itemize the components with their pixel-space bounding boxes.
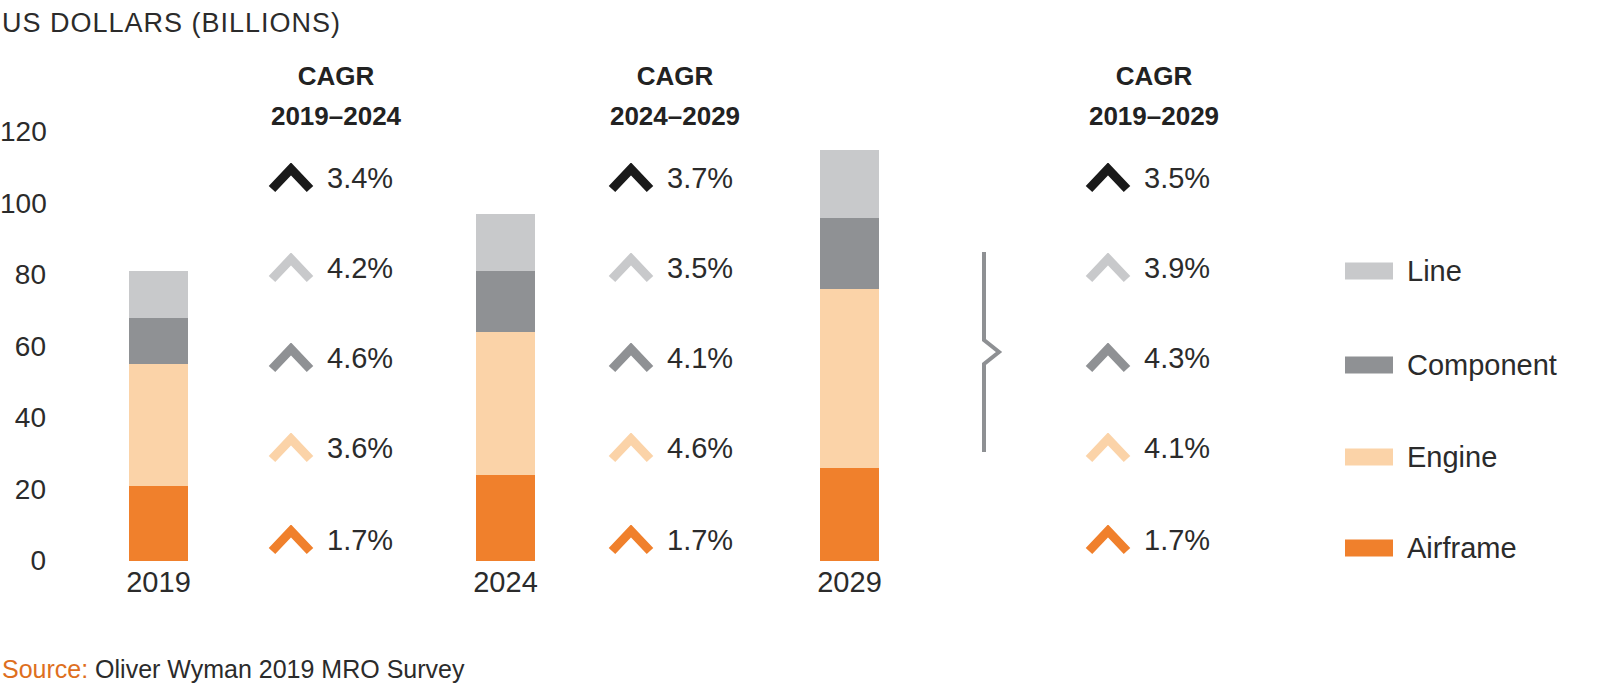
chevron-up-icon [1085, 163, 1131, 193]
bar-segment-engine-2024 [476, 332, 535, 475]
bar-segment-line-2019 [129, 271, 188, 317]
cagr-row-airframe: 1.7% [608, 524, 733, 556]
legend-label: Line [1407, 255, 1462, 288]
cagr-header-line2: 2024–2029 [545, 96, 805, 136]
bar-segment-airframe-2019 [129, 486, 188, 561]
source-line: Source: Oliver Wyman 2019 MRO Survey [2, 655, 464, 684]
cagr-row-engine: 4.1% [1085, 432, 1210, 464]
cagr-value: 4.6% [327, 342, 393, 375]
cagr-header-line1: CAGR [206, 56, 466, 96]
cagr-row-total: 3.5% [1085, 162, 1210, 194]
legend-item-line: Line [1345, 255, 1462, 288]
chevron-up-icon [1085, 525, 1131, 555]
legend-swatch [1345, 357, 1393, 374]
x-category-label: 2029 [817, 566, 882, 599]
brace-bracket-icon [960, 240, 1020, 470]
chevron-up-icon [268, 525, 314, 555]
chevron-up-icon [268, 433, 314, 463]
cagr-value: 3.9% [1144, 252, 1210, 285]
bar-segment-component-2024 [476, 271, 535, 332]
cagr-header-line2: 2019–2024 [206, 96, 466, 136]
chevron-up-icon [608, 163, 654, 193]
y-tick-label: 100 [0, 188, 46, 220]
cagr-row-line: 3.5% [608, 252, 733, 284]
cagr-value: 3.7% [667, 162, 733, 195]
chevron-up-icon [1085, 253, 1131, 283]
cagr-row-line: 4.2% [268, 252, 393, 284]
chevron-up-icon [268, 253, 314, 283]
chevron-up-icon [608, 525, 654, 555]
cagr-value: 3.4% [327, 162, 393, 195]
cagr-value: 1.7% [327, 524, 393, 557]
cagr-value: 3.5% [667, 252, 733, 285]
cagr-row-total: 3.7% [608, 162, 733, 194]
bar-segment-line-2024 [476, 214, 535, 271]
cagr-value: 1.7% [667, 524, 733, 557]
cagr-row-airframe: 1.7% [1085, 524, 1210, 556]
bar-segment-airframe-2024 [476, 475, 535, 561]
cagr-value: 4.2% [327, 252, 393, 285]
cagr-value: 4.3% [1144, 342, 1210, 375]
legend-label: Engine [1407, 441, 1497, 474]
chevron-up-icon [1085, 343, 1131, 373]
bar-segment-airframe-2029 [820, 468, 879, 561]
y-tick-label: 120 [0, 116, 46, 148]
chart-title: US DOLLARS (BILLIONS) [2, 8, 341, 39]
y-tick-label: 0 [0, 545, 46, 577]
legend-swatch [1345, 263, 1393, 280]
y-tick-label: 20 [0, 474, 46, 506]
chevron-up-icon [608, 253, 654, 283]
cagr-value: 3.5% [1144, 162, 1210, 195]
chevron-up-icon [268, 343, 314, 373]
cagr-row-component: 4.3% [1085, 342, 1210, 374]
cagr-row-line: 3.9% [1085, 252, 1210, 284]
legend-item-component: Component [1345, 349, 1557, 382]
cagr-value: 3.6% [327, 432, 393, 465]
chevron-up-icon [268, 163, 314, 193]
cagr-value: 4.1% [1144, 432, 1210, 465]
cagr-value: 4.1% [667, 342, 733, 375]
bar-segment-component-2019 [129, 318, 188, 364]
x-category-label: 2024 [473, 566, 538, 599]
legend-swatch [1345, 540, 1393, 557]
cagr-row-engine: 4.6% [608, 432, 733, 464]
y-tick-label: 60 [0, 331, 46, 363]
cagr-row-total: 3.4% [268, 162, 393, 194]
cagr-header-line1: CAGR [1024, 56, 1284, 96]
legend-label: Component [1407, 349, 1557, 382]
cagr-header-line2: 2019–2029 [1024, 96, 1284, 136]
legend-swatch [1345, 449, 1393, 466]
legend-item-engine: Engine [1345, 441, 1497, 474]
bar-segment-line-2029 [820, 150, 879, 218]
bar-segment-component-2029 [820, 218, 879, 290]
cagr-value: 1.7% [1144, 524, 1210, 557]
chevron-up-icon [608, 343, 654, 373]
bar-segment-engine-2029 [820, 289, 879, 468]
y-tick-label: 80 [0, 259, 46, 291]
cagr-header-line1: CAGR [545, 56, 805, 96]
cagr-row-component: 4.6% [268, 342, 393, 374]
chevron-up-icon [1085, 433, 1131, 463]
cagr-value: 4.6% [667, 432, 733, 465]
x-category-label: 2019 [126, 566, 191, 599]
legend-label: Airframe [1407, 532, 1517, 565]
y-tick-label: 40 [0, 402, 46, 434]
source-text: Oliver Wyman 2019 MRO Survey [88, 655, 464, 683]
source-prefix: Source: [2, 655, 88, 683]
cagr-row-airframe: 1.7% [268, 524, 393, 556]
cagr-column-header: CAGR2024–2029 [545, 56, 805, 136]
cagr-row-component: 4.1% [608, 342, 733, 374]
chevron-up-icon [608, 433, 654, 463]
legend-item-airframe: Airframe [1345, 532, 1517, 565]
cagr-column-header: CAGR2019–2024 [206, 56, 466, 136]
bar-segment-engine-2019 [129, 364, 188, 486]
cagr-row-engine: 3.6% [268, 432, 393, 464]
cagr-column-header: CAGR2019–2029 [1024, 56, 1284, 136]
